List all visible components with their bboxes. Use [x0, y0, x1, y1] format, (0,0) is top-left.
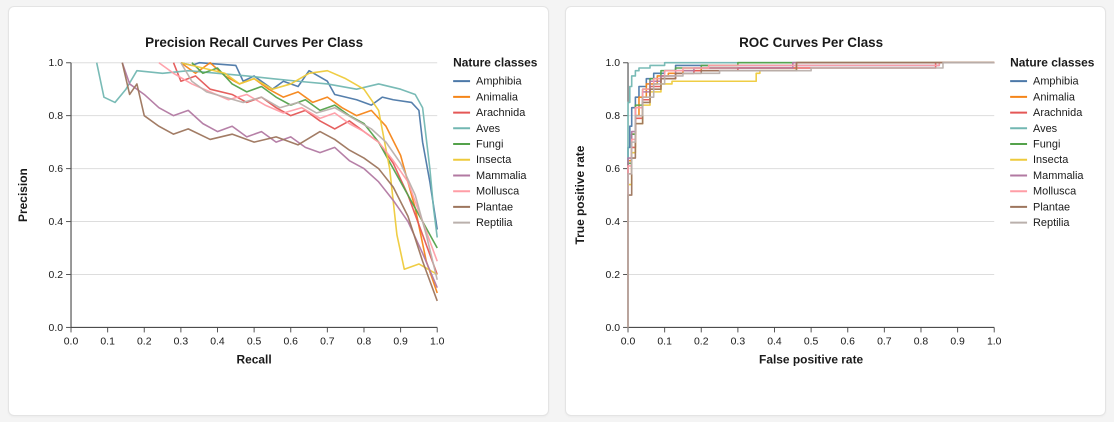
x-tick-label: 0.0 [64, 336, 79, 347]
y-tick-label: 0.8 [49, 111, 64, 122]
x-tick-label: 0.6 [840, 336, 855, 347]
x-tick-label: 0.8 [914, 336, 929, 347]
legend-item-label: Plantae [1033, 201, 1070, 213]
legend-item-label: Mollusca [476, 186, 520, 198]
x-tick-label: 0.7 [320, 336, 335, 347]
series-line-reptilia [180, 62, 438, 280]
y-tick-label: 0.4 [606, 217, 621, 228]
legend-item-label: Insecta [1033, 154, 1069, 166]
series-line-amphibia [627, 61, 995, 328]
series-line-aves [627, 61, 995, 328]
roc-chart-card: 0.0 0.1 0.2 0.3 0.4 0.5 0.6 0.7 0.8 0.9 1.0 0.0 0.2 0… [565, 6, 1106, 416]
series-line-insecta [627, 61, 995, 328]
x-tick-label: 0.7 [877, 336, 892, 347]
series-line-animalia [627, 61, 995, 328]
legend-item-label: Fungi [1033, 139, 1060, 151]
y-tick-label: 0.4 [49, 217, 64, 228]
legend-item-label: Animalia [1033, 91, 1076, 103]
x-axis-title: Recall [237, 352, 272, 366]
legend-title: Nature classes [453, 56, 538, 70]
legend-item-label: Mollusca [1033, 186, 1077, 198]
x-tick-label: 0.3 [174, 336, 189, 347]
chart-svg: 0.0 0.1 0.2 0.3 0.4 0.5 0.6 0.7 0.8 0.9 1.0 0.0 0.2 0… [573, 35, 1095, 366]
x-tick-label: 1.0 [987, 336, 1002, 347]
y-axis-title: Precision [16, 168, 30, 222]
y-axis-title: True positive rate [573, 145, 587, 244]
x-tick-label: 0.9 [950, 336, 965, 347]
series-line-fungi [627, 61, 995, 328]
series-line-insecta [180, 61, 438, 276]
y-tick-label: 1.0 [606, 58, 621, 69]
y-tick-label: 0.2 [49, 270, 64, 281]
precision-recall-chart: 0.0 0.1 0.2 0.3 0.4 0.5 0.6 0.7 0.8 0.9 1.0 0.0 0.2 0… [9, 7, 548, 415]
series-line-arachnida [627, 61, 995, 328]
series-line-plantae [627, 61, 995, 328]
y-tick-label: 0.2 [606, 270, 621, 281]
series-line-mammalia [627, 61, 995, 328]
series-line-plantae [121, 62, 438, 302]
chart-svg: 0.0 0.1 0.2 0.3 0.4 0.5 0.6 0.7 0.8 0.9 1.0 0.0 0.2 0… [16, 35, 538, 366]
legend-title: Nature classes [1010, 56, 1095, 70]
y-tick-label: 0.6 [49, 164, 64, 175]
chart-title: Precision Recall Curves Per Class [145, 35, 363, 50]
x-tick-label: 0.6 [283, 336, 298, 347]
y-tick-label: 0.0 [606, 323, 621, 334]
y-tick-label: 0.8 [606, 111, 621, 122]
roc-chart: 0.0 0.1 0.2 0.3 0.4 0.5 0.6 0.7 0.8 0.9 1.0 0.0 0.2 0… [566, 7, 1105, 415]
x-tick-label: 0.1 [657, 336, 672, 347]
legend-item-label: Mammalia [1033, 170, 1084, 182]
x-tick-label: 0.8 [357, 336, 372, 347]
series-line-mollusca [158, 62, 438, 262]
legend-item-label: Plantae [476, 201, 513, 213]
chart-title: ROC Curves Per Class [739, 35, 883, 50]
y-tick-label: 0.6 [606, 164, 621, 175]
legend-item-label: Aves [1033, 123, 1058, 135]
x-tick-label: 0.5 [247, 336, 262, 347]
x-tick-label: 0.4 [767, 336, 782, 347]
legend-item-label: Mammalia [476, 170, 527, 182]
series-line-fungi [191, 62, 438, 249]
legend-item-label: Arachnida [476, 107, 526, 119]
x-tick-label: 0.2 [137, 336, 152, 347]
x-tick-label: 0.0 [621, 336, 636, 347]
legend-item-label: Arachnida [1033, 107, 1083, 119]
legend-item-label: Amphibia [1033, 76, 1080, 88]
x-tick-label: 0.9 [393, 336, 408, 347]
y-tick-label: 1.0 [49, 58, 64, 69]
legend-item-label: Reptilia [476, 217, 513, 229]
series-line-mollusca [627, 61, 995, 328]
x-axis-title: False positive rate [759, 352, 864, 366]
x-tick-label: 0.4 [210, 336, 225, 347]
legend-item-label: Fungi [476, 139, 503, 151]
y-tick-label: 0.0 [49, 323, 64, 334]
x-tick-label: 0.3 [731, 336, 746, 347]
series-line-reptilia [627, 61, 995, 328]
legend-item-label: Reptilia [1033, 217, 1070, 229]
x-tick-label: 1.0 [430, 336, 445, 347]
x-tick-label: 0.2 [694, 336, 709, 347]
legend-item-label: Insecta [476, 154, 512, 166]
precision-recall-chart-card: 0.0 0.1 0.2 0.3 0.4 0.5 0.6 0.7 0.8 0.9 1.0 0.0 0.2 0… [8, 6, 549, 416]
series-line-mammalia [121, 62, 438, 289]
legend-item-label: Aves [476, 123, 501, 135]
x-tick-label: 0.5 [804, 336, 819, 347]
legend-item-label: Amphibia [476, 76, 523, 88]
legend-item-label: Animalia [476, 91, 519, 103]
series-line-amphibia [180, 61, 439, 230]
x-tick-label: 0.1 [100, 336, 115, 347]
